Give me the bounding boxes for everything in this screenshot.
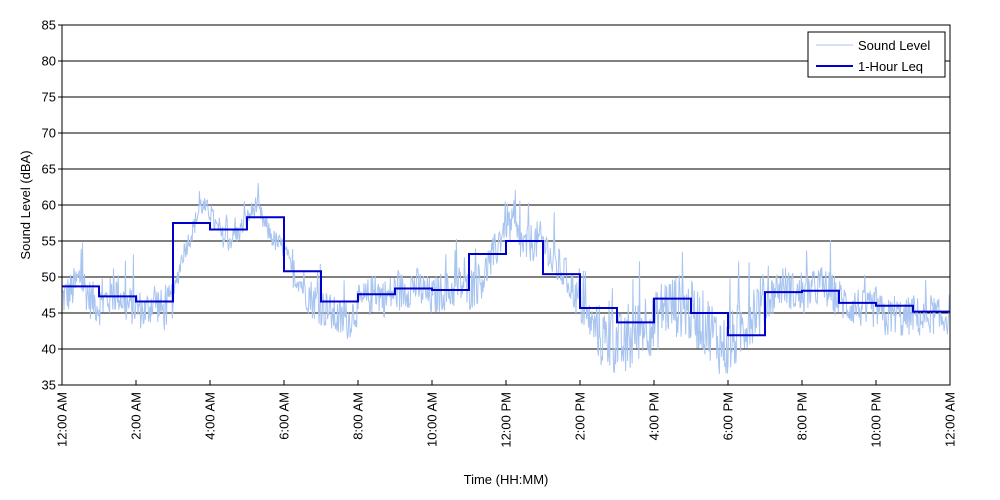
y-tick-label: 60 bbox=[42, 198, 56, 213]
legend-box bbox=[807, 31, 946, 78]
x-tick-label: 8:00 PM bbox=[795, 392, 810, 440]
y-tick-label: 35 bbox=[42, 378, 56, 393]
y-axis-title: Sound Level (dBA) bbox=[18, 150, 33, 259]
y-tick-label: 55 bbox=[42, 234, 56, 249]
x-tick-label: 2:00 PM bbox=[573, 392, 588, 440]
y-axis-ticks: 35 40 45 50 55 60 65 70 75 80 85 bbox=[42, 18, 62, 393]
y-tick-label: 75 bbox=[42, 90, 56, 105]
x-tick-label: 6:00 PM bbox=[721, 392, 736, 440]
series-1-hour-leq-line bbox=[62, 216, 950, 337]
y-tick-label: 65 bbox=[42, 162, 56, 177]
y-tick-label: 50 bbox=[42, 270, 56, 285]
y-tick-label: 85 bbox=[42, 18, 56, 33]
x-axis-title: Time (HH:MM) bbox=[464, 472, 549, 487]
x-tick-label: 10:00 PM bbox=[869, 392, 884, 448]
x-tick-label: 6:00 AM bbox=[277, 392, 292, 440]
x-tick-label: 8:00 AM bbox=[351, 392, 366, 440]
y-tick-label: 80 bbox=[42, 54, 56, 69]
legend-label-1-hour-leq: 1-Hour Leq bbox=[858, 59, 923, 74]
legend: Sound Level 1-Hour Leq bbox=[807, 31, 946, 78]
grid-lines bbox=[62, 60, 950, 350]
x-tick-label: 12:00 AM bbox=[55, 392, 70, 447]
x-tick-label: 12:00 PM bbox=[499, 392, 514, 448]
series-layer bbox=[61, 183, 951, 374]
y-tick-label: 40 bbox=[42, 342, 56, 357]
x-axis-ticks: 12:00 AM 2:00 AM 4:00 AM 6:00 AM 8:00 AM 10:0… bbox=[55, 380, 958, 448]
x-tick-label: 4:00 PM bbox=[647, 392, 662, 440]
x-tick-label: 4:00 AM bbox=[203, 392, 218, 440]
y-tick-label: 45 bbox=[42, 306, 56, 321]
x-tick-label: 2:00 AM bbox=[129, 392, 144, 440]
x-tick-label: 10:00 AM bbox=[425, 392, 440, 447]
y-tick-label: 70 bbox=[42, 126, 56, 141]
legend-label-sound-level: Sound Level bbox=[858, 38, 930, 53]
x-tick-label: 12:00 AM bbox=[943, 392, 958, 447]
series-sound-level-line bbox=[61, 183, 951, 374]
